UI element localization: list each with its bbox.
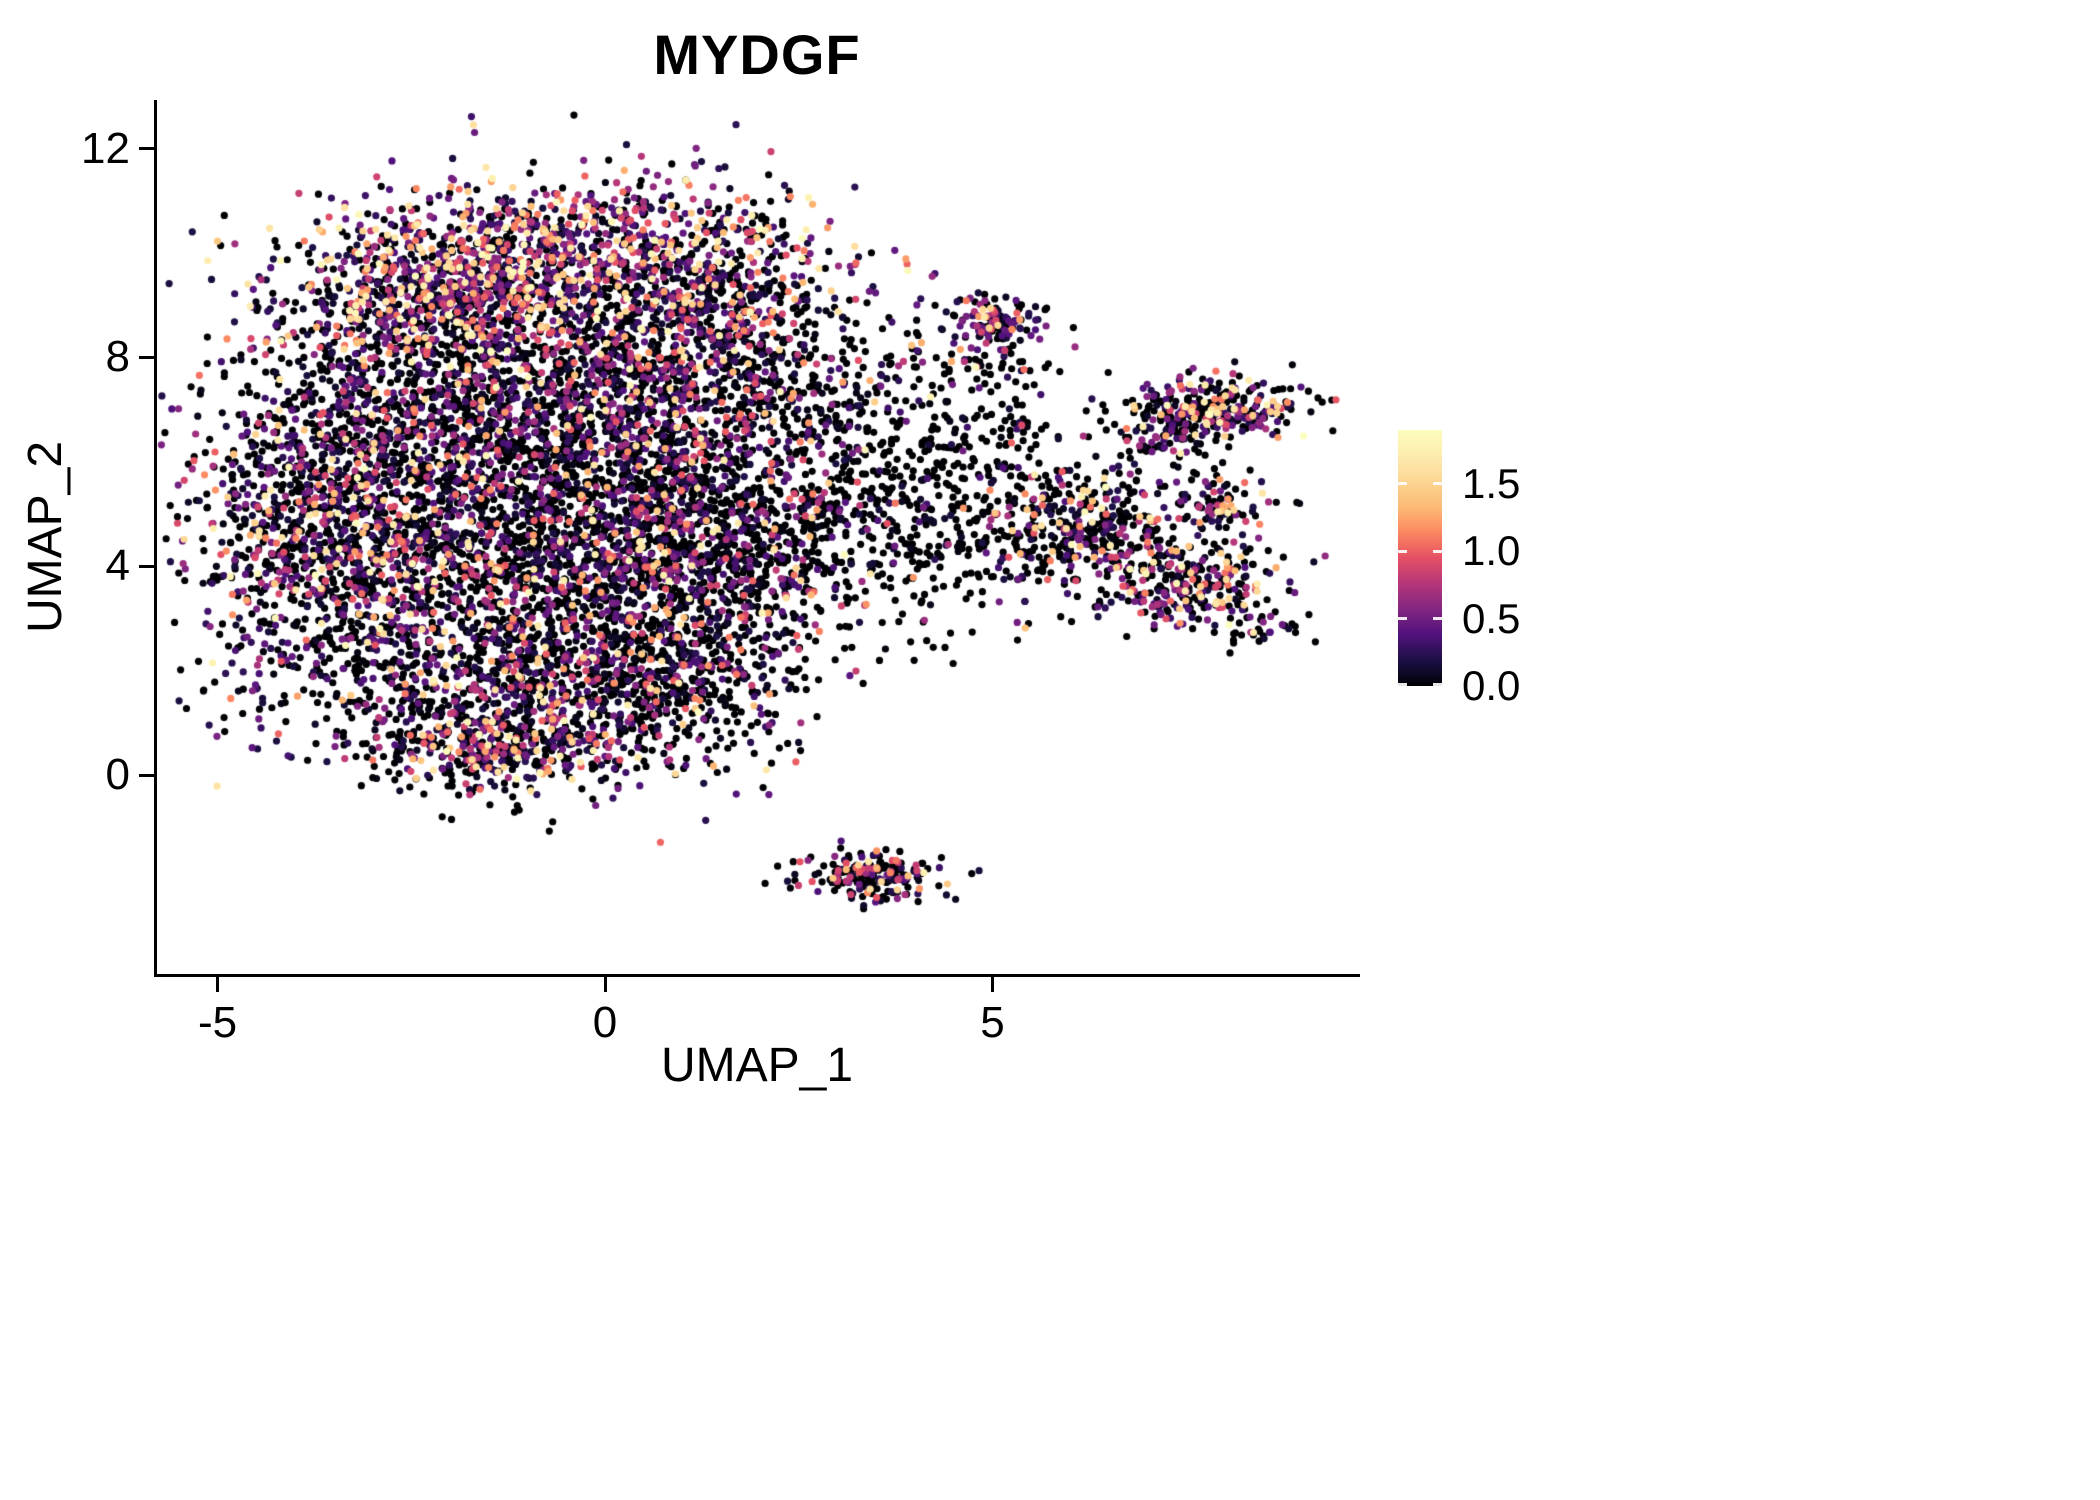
x-axis-line xyxy=(154,974,1360,977)
y-axis-tick-label: 0 xyxy=(105,750,130,799)
x-axis-tick-mark xyxy=(216,977,219,992)
colorbar-tick-label: 1.0 xyxy=(1462,527,1521,575)
colorbar-tick-label: 0.5 xyxy=(1462,594,1521,642)
colorbar-tick-mark xyxy=(1433,617,1442,621)
colorbar-tick-label: 0.0 xyxy=(1462,662,1521,709)
x-axis-tick-mark xyxy=(991,977,994,992)
x-axis-tick-label: 5 xyxy=(980,998,1005,1047)
y-axis-line xyxy=(154,100,157,977)
y-axis-tick-mark xyxy=(139,147,154,151)
x-axis-title: UMAP_1 xyxy=(660,1039,854,1092)
colorbar-tick-label: 1.5 xyxy=(1462,459,1521,507)
colorbar-tick-mark xyxy=(1433,549,1442,553)
y-axis-tick-mark xyxy=(139,355,154,359)
y-axis-tick-label: 12 xyxy=(81,123,130,173)
x-axis-tick-label: 0 xyxy=(592,998,618,1047)
colorbar-tick-mark xyxy=(1398,617,1407,621)
colorbar-tick-mark xyxy=(1398,549,1407,553)
y-axis-tick-mark xyxy=(139,564,154,568)
y-axis-tick-mark xyxy=(139,773,154,777)
colorbar-tick-mark xyxy=(1433,683,1442,686)
y-axis-tick-label: 4 xyxy=(105,541,130,591)
y-axis-title: UMAP_2 xyxy=(19,440,72,634)
colorbar-tick-mark xyxy=(1398,683,1407,686)
x-axis-tick-mark xyxy=(603,977,607,992)
colorbar-gradient xyxy=(1398,430,1442,686)
y-axis-tick-label: 8 xyxy=(105,332,130,382)
x-axis-tick-label: -5 xyxy=(197,998,238,1047)
colorbar-tick-mark xyxy=(1398,482,1407,486)
colorbar-tick-mark xyxy=(1433,482,1442,486)
